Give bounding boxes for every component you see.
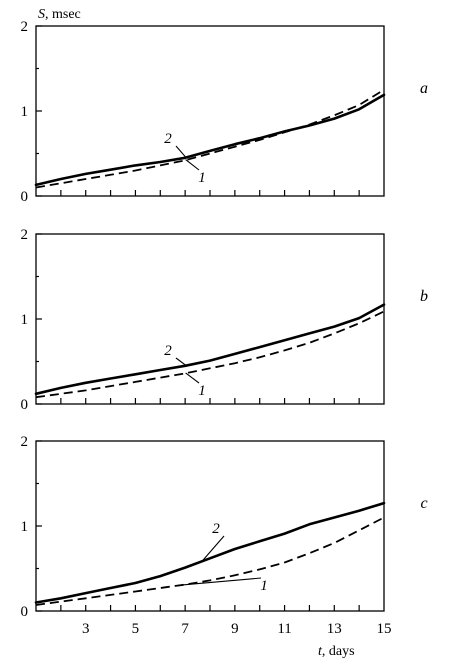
y-tick-label: 2 bbox=[21, 434, 29, 450]
series-line-1 bbox=[35, 516, 385, 606]
x-tick-label: 3 bbox=[82, 621, 90, 637]
x-tick-label: 5 bbox=[132, 621, 140, 637]
x-tick-label: 9 bbox=[231, 621, 239, 637]
y-tick-label: 1 bbox=[21, 312, 29, 328]
x-tick-label: 13 bbox=[327, 621, 342, 637]
series-line-1 bbox=[35, 89, 385, 189]
y-tick-label: 2 bbox=[21, 227, 29, 243]
y-tick-label: 0 bbox=[21, 604, 29, 620]
series-line-2 bbox=[34, 501, 386, 604]
series-label-2: 2 bbox=[164, 131, 172, 147]
series-leader-2 bbox=[175, 357, 186, 366]
y-tick-label: 0 bbox=[21, 189, 29, 205]
series-leader-1 bbox=[185, 159, 200, 171]
y-tick-label: 2 bbox=[21, 19, 29, 35]
series-leader-1 bbox=[185, 372, 200, 384]
chart-panel-a: 0 1 2 2 1 a bbox=[21, 19, 429, 205]
x-tick-label: 15 bbox=[377, 621, 392, 637]
series-leader-2 bbox=[175, 145, 187, 158]
series-line-2 bbox=[34, 303, 386, 396]
chart-panel-c: 0 1 2 3 5 7 9 11 13 15 2 1 c bbox=[21, 434, 428, 637]
x-tick-label: 7 bbox=[181, 621, 189, 637]
y-axis-title: S, msec bbox=[38, 7, 81, 22]
y-tick-label: 1 bbox=[21, 519, 29, 535]
series-leader-2 bbox=[202, 535, 225, 561]
panel-label: c bbox=[420, 495, 427, 512]
series-label-1: 1 bbox=[198, 170, 206, 186]
x-axis-variable: t bbox=[318, 644, 323, 659]
y-axis-unit: , msec bbox=[45, 7, 81, 22]
plot-frame bbox=[35, 440, 385, 612]
y-tick-label: 0 bbox=[21, 397, 29, 413]
series-label-1: 1 bbox=[260, 578, 268, 594]
panel-label: a bbox=[420, 80, 428, 97]
panel-label: b bbox=[420, 288, 428, 305]
plot-frame bbox=[35, 25, 385, 197]
series-label-2: 2 bbox=[164, 343, 172, 359]
y-axis-variable: S bbox=[38, 7, 45, 22]
series-line-1 bbox=[35, 310, 385, 399]
x-axis-unit: , days bbox=[322, 644, 355, 659]
series-label-2: 2 bbox=[212, 521, 220, 537]
x-tick-label: 11 bbox=[277, 621, 291, 637]
x-axis-title: t, days bbox=[318, 644, 355, 659]
series-leader-1 bbox=[178, 577, 262, 586]
series-line-2 bbox=[34, 93, 386, 187]
series-label-1: 1 bbox=[198, 383, 206, 399]
panels: 0 1 2 2 1 a 0 1 2 2 1 b 0 1 2 3 5 7 9 11 13 15 2 1 c bbox=[21, 19, 429, 637]
chart-panel-b: 0 1 2 2 1 b bbox=[21, 227, 429, 413]
plot-frame bbox=[35, 233, 385, 405]
y-tick-label: 1 bbox=[21, 104, 29, 120]
